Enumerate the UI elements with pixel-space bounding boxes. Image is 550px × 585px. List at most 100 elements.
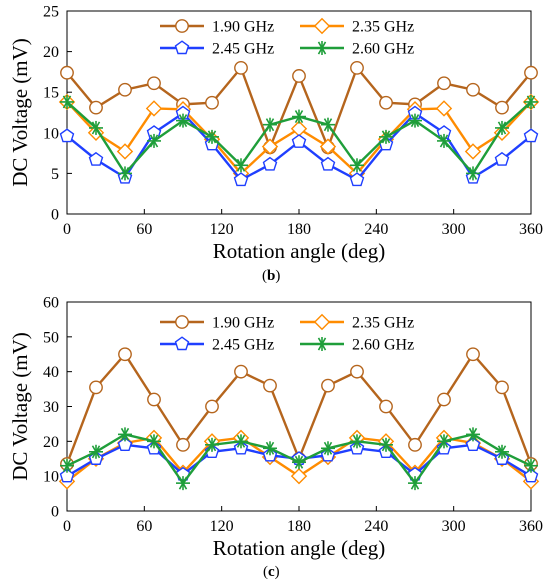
- data-point: [147, 133, 161, 148]
- y-tick-label: 30: [43, 399, 59, 416]
- legend-label: 1.90 GHz: [212, 315, 274, 332]
- data-point: [117, 437, 133, 452]
- x-tick-label: 0: [63, 518, 71, 535]
- data-point: [319, 138, 337, 155]
- data-point: [234, 434, 248, 449]
- data-point: [408, 437, 422, 452]
- data-point: [233, 172, 249, 187]
- legend: 1.90 GHz 2.35 GHz 2.45 GHz 2.60 GHz: [160, 313, 414, 354]
- data-point: [60, 65, 74, 80]
- caption-c: (c): [263, 564, 280, 580]
- data-point: [524, 65, 538, 80]
- data-point: [145, 100, 163, 117]
- legend-label: 2.60 GHz: [352, 41, 414, 58]
- y-tick-label: 10: [43, 469, 59, 486]
- data-point: [379, 437, 393, 452]
- legend-label: 2.45 GHz: [212, 337, 274, 354]
- legend-marker: [174, 336, 190, 351]
- legend-label: 2.45 GHz: [212, 41, 274, 58]
- y-axis-label: DC Voltage (mV): [8, 332, 32, 481]
- data-point: [176, 113, 190, 128]
- legend-marker: [315, 337, 329, 351]
- data-point: [89, 444, 103, 459]
- data-point: [262, 156, 278, 171]
- legend-entry: 2.60 GHz: [300, 41, 414, 58]
- data-point: [176, 476, 190, 491]
- data-point: [88, 151, 104, 166]
- data-point: [524, 94, 538, 109]
- data-point: [350, 60, 364, 75]
- data-point: [234, 60, 248, 75]
- data-point: [60, 458, 74, 473]
- legend: 1.90 GHz 2.35 GHz 2.45 GHz 2.60 GHz: [160, 17, 414, 58]
- data-point: [263, 378, 277, 393]
- data-point: [118, 427, 132, 442]
- y-tick-label: 40: [43, 364, 59, 381]
- legend-marker: [175, 315, 189, 329]
- legend-entry: 1.90 GHz: [160, 19, 274, 36]
- x-axis-label: Rotation angle (deg): [213, 536, 386, 560]
- data-point: [290, 467, 308, 485]
- data-point: [205, 129, 219, 144]
- data-point: [495, 100, 509, 115]
- series-3: [60, 427, 538, 491]
- data-point: [408, 113, 422, 128]
- data-point: [408, 476, 422, 491]
- data-point: [176, 437, 190, 452]
- data-point: [261, 138, 279, 155]
- data-point: [464, 143, 482, 160]
- data-point: [292, 109, 306, 124]
- y-tick-label: 50: [43, 329, 59, 346]
- legend-label: 2.35 GHz: [352, 315, 414, 332]
- y-tick-label: 5: [51, 166, 59, 183]
- data-point: [349, 172, 365, 187]
- data-point: [466, 82, 480, 97]
- data-point: [59, 128, 75, 143]
- data-point: [495, 380, 509, 395]
- series-0: [60, 347, 538, 471]
- caption-b: (b): [262, 268, 281, 284]
- data-point: [292, 69, 306, 83]
- legend-entry: 2.45 GHz: [160, 40, 274, 58]
- data-point: [321, 117, 335, 132]
- data-point: [118, 82, 132, 97]
- x-tick-label: 240: [364, 221, 388, 238]
- y-tick-label: 0: [51, 504, 59, 521]
- data-point: [350, 434, 364, 449]
- data-point: [321, 378, 335, 393]
- data-point: [290, 120, 308, 137]
- x-tick-label: 300: [442, 221, 466, 238]
- legend-label: 2.35 GHz: [352, 19, 414, 36]
- data-point: [205, 399, 219, 414]
- legend-label: 2.60 GHz: [352, 337, 414, 354]
- data-point: [263, 441, 277, 456]
- data-point: [291, 134, 307, 148]
- data-point: [465, 437, 481, 452]
- legend-marker: [313, 17, 331, 35]
- x-tick-label: 180: [287, 221, 311, 238]
- data-point: [466, 347, 480, 362]
- data-point: [234, 364, 248, 379]
- data-point: [147, 76, 161, 91]
- data-point: [437, 133, 451, 148]
- data-point: [379, 399, 393, 414]
- data-point: [523, 128, 539, 143]
- x-tick-label: 120: [210, 518, 234, 535]
- data-point: [437, 434, 451, 449]
- data-point: [118, 347, 132, 362]
- data-point: [292, 455, 306, 470]
- data-point: [234, 158, 248, 173]
- data-point: [466, 166, 480, 181]
- x-tick-label: 300: [442, 518, 466, 535]
- data-point: [437, 392, 451, 407]
- y-tick-label: 0: [51, 207, 59, 224]
- data-point: [435, 100, 453, 117]
- legend-entry: 2.60 GHz: [300, 337, 414, 354]
- y-tick-label: 60: [43, 295, 59, 312]
- legend-entry: 2.35 GHz: [300, 17, 414, 36]
- data-point: [263, 117, 277, 132]
- data-point: [60, 94, 74, 109]
- data-point: [118, 166, 132, 181]
- x-tick-label: 0: [63, 221, 71, 238]
